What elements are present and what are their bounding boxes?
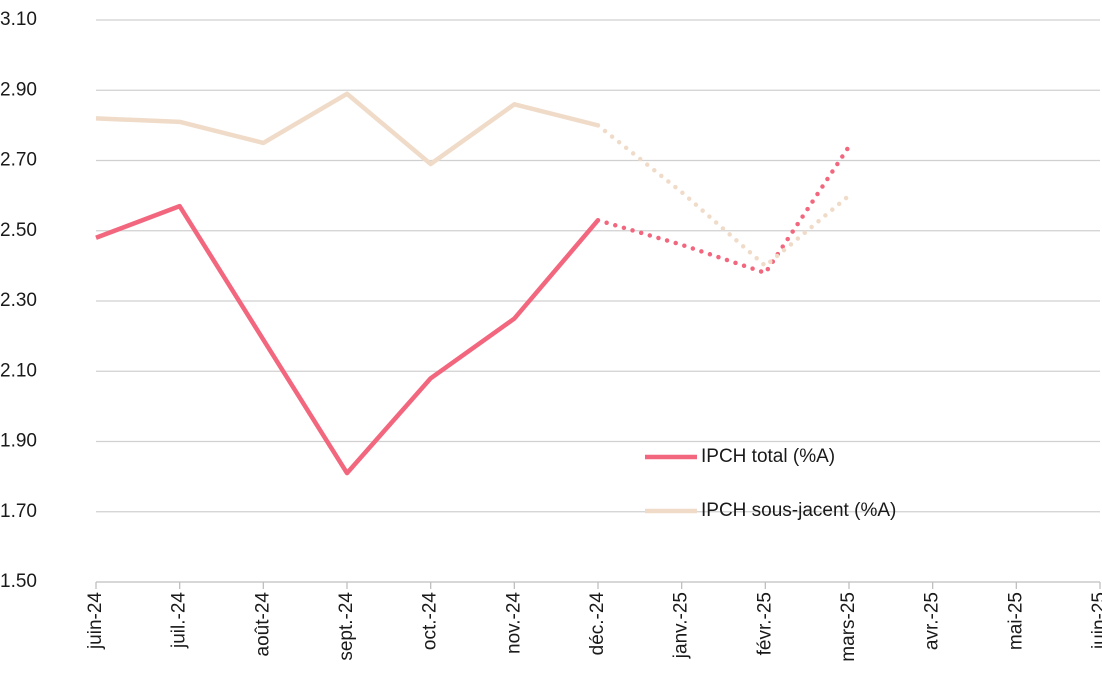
x-tick-label: sept.-24 bbox=[336, 592, 357, 661]
x-tick-label: juil.-24 bbox=[169, 592, 190, 649]
x-tick-label: mai-25 bbox=[1005, 592, 1026, 650]
y-tick-label: 1.70 bbox=[0, 501, 37, 522]
x-tick-label: juin-25 bbox=[1089, 592, 1102, 650]
x-tick-label: janv.-25 bbox=[671, 592, 692, 659]
y-tick-label: 2.90 bbox=[0, 79, 37, 100]
x-tick-label: avr.-25 bbox=[922, 592, 943, 650]
x-tick-label: oct.-24 bbox=[420, 592, 441, 651]
y-tick-label: 1.50 bbox=[0, 571, 37, 592]
line-forecast bbox=[595, 144, 852, 276]
legend-label: IPCH sous-jacent (%A) bbox=[701, 500, 896, 521]
x-tick-label: juin-24 bbox=[85, 592, 106, 650]
line bbox=[95, 91, 599, 167]
legend-label: IPCH total (%A) bbox=[701, 446, 835, 467]
x-tick-label: nov.-24 bbox=[503, 592, 524, 654]
y-tick-label: 2.30 bbox=[0, 290, 37, 311]
line bbox=[95, 203, 600, 476]
x-tick-label: févr.-25 bbox=[754, 592, 775, 655]
y-tick-label: 2.10 bbox=[0, 360, 37, 381]
y-tick-label: 2.70 bbox=[0, 150, 37, 171]
line-forecast bbox=[595, 123, 852, 269]
y-tick-label: 3.10 bbox=[0, 9, 37, 30]
x-tick-label: mars-25 bbox=[838, 592, 859, 662]
y-tick-label: 2.50 bbox=[0, 220, 37, 241]
y-tick-label: 1.90 bbox=[0, 431, 37, 452]
x-tick-label: déc.-24 bbox=[587, 592, 608, 656]
x-tick-label: août-24 bbox=[252, 592, 273, 657]
